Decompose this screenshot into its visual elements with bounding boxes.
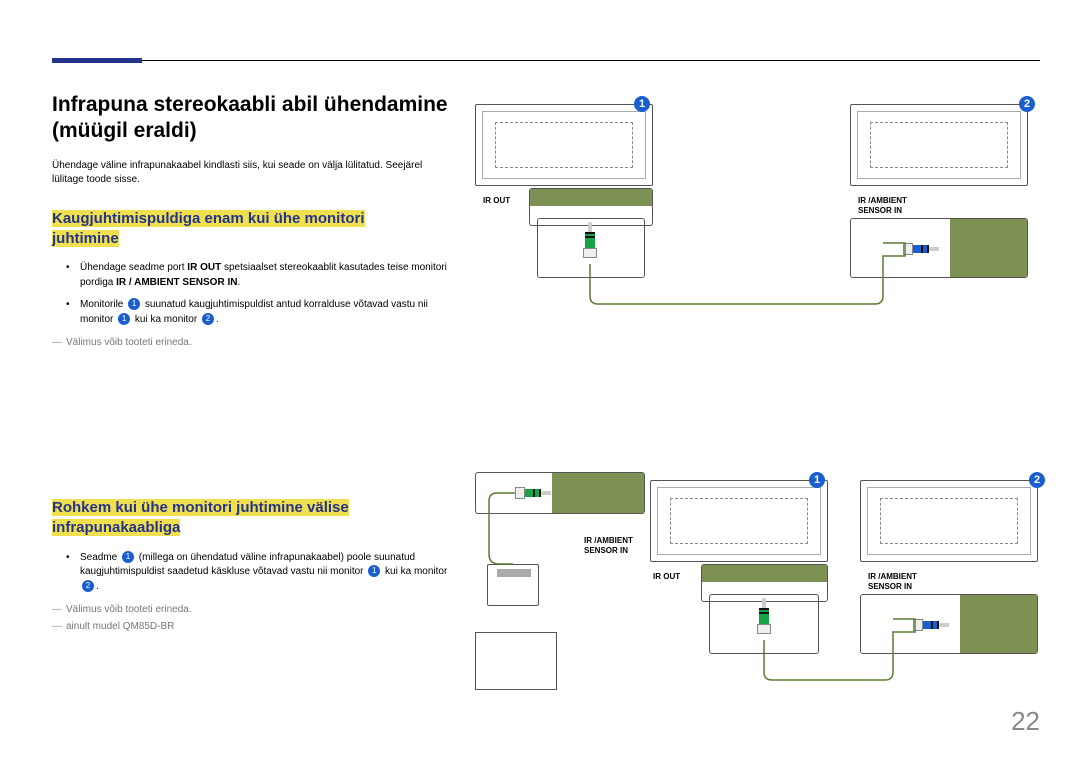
section1-bullet1: Ühendage seadme port IR OUT spetsiaalset… — [52, 261, 452, 290]
circle-1d: 1 — [368, 565, 380, 577]
intro-text: Ühendage väline infrapunakaabel kindlast… — [52, 159, 452, 187]
circle-1: 1 — [128, 298, 140, 310]
left-column: Infrapuna stereokaabli abil ühendamine (… — [52, 92, 452, 638]
section1-note1: Välimus võib tooteti erineda. — [52, 337, 452, 348]
section1-title-line2: juhtimine — [52, 230, 119, 247]
section2-title-line1: Rohkem kui ühe monitori juhtimine välise — [52, 499, 349, 516]
diagram-1: 1 2 IR OUT IR /AMBIENT SENSOR IN — [475, 96, 1040, 321]
header-rule — [52, 60, 1040, 61]
section2-note1: Välimus võib tooteti erineda. — [52, 604, 452, 615]
section2-bullet1: Seadme 1 (millega on ühendatud väline in… — [52, 551, 452, 595]
diagram-2: 1 IR /AMBIENT SENSOR IN IR OUT 2 IR /AMB… — [475, 472, 1050, 707]
section2-title: Rohkem kui ühe monitori juhtimine välise… — [52, 498, 452, 539]
section2-bullets: Seadme 1 (millega on ühendatud väline in… — [52, 551, 452, 595]
section2: Rohkem kui ühe monitori juhtimine välise… — [52, 498, 452, 632]
section1-title: Kaugjuhtimispuldiga enam kui ühe monitor… — [52, 209, 452, 250]
section1-title-line1: Kaugjuhtimispuldiga enam kui ühe monitor… — [52, 210, 365, 227]
section2-title-line2: infrapunakaabliga — [52, 519, 180, 536]
circle-2: 2 — [202, 313, 214, 325]
circle-1c: 1 — [122, 551, 134, 563]
cable-2 — [475, 472, 1050, 707]
cable-1 — [475, 96, 1040, 321]
main-title: Infrapuna stereokaabli abil ühendamine (… — [52, 92, 452, 145]
section1-bullet2: Monitorile 1 suunatud kaugjuhtimispuldis… — [52, 298, 452, 327]
circle-1b: 1 — [118, 313, 130, 325]
circle-2b: 2 — [82, 580, 94, 592]
section2-note2: ainult mudel QM85D-BR — [52, 621, 452, 632]
header-accent — [52, 58, 142, 63]
section1-bullets: Ühendage seadme port IR OUT spetsiaalset… — [52, 261, 452, 327]
page-number: 22 — [1011, 706, 1040, 737]
